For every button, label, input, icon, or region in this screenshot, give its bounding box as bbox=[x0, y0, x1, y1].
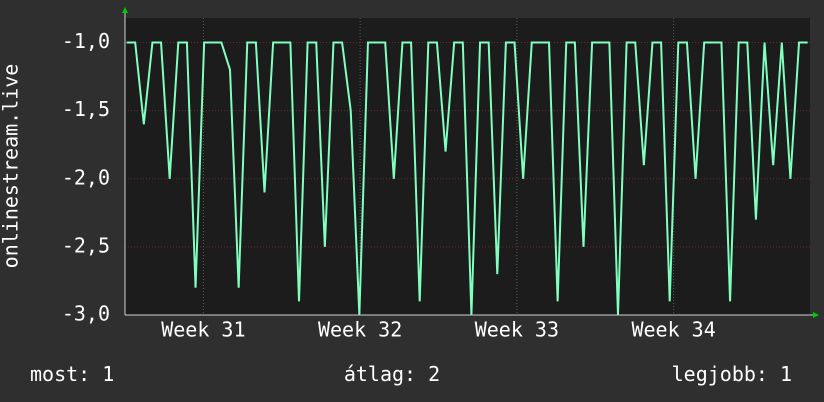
plot bbox=[126, 41, 808, 316]
stat: legjobb: 1 bbox=[672, 362, 792, 386]
stats: most: 1 átlag: 2 legjobb: 1 bbox=[30, 362, 792, 386]
stat-label: átlag: bbox=[344, 362, 416, 386]
x-tick-label: Week 33 bbox=[475, 318, 559, 342]
y-tick-label: -1,0 bbox=[62, 29, 110, 53]
stat-label: legjobb: bbox=[672, 362, 768, 386]
x-tick-label: Week 32 bbox=[318, 318, 402, 342]
y-arrow bbox=[122, 7, 128, 13]
stat: átlag: 2 bbox=[344, 362, 440, 386]
x-tick-label: Week 31 bbox=[161, 318, 245, 342]
y-axis-label: onlinestream.live bbox=[0, 64, 23, 269]
line bbox=[126, 41, 808, 316]
x-arrow bbox=[813, 312, 819, 318]
stat-value: 1 bbox=[102, 362, 114, 386]
y-tick-label: -2,0 bbox=[62, 165, 110, 189]
x-tick-label: Week 34 bbox=[631, 318, 715, 342]
y-tick-label: -3,0 bbox=[62, 302, 110, 326]
y-tick-label: -1,5 bbox=[62, 97, 110, 121]
stat-value: 2 bbox=[428, 362, 440, 386]
stat-value: 1 bbox=[780, 362, 792, 386]
stat: most: 1 bbox=[30, 362, 114, 386]
stat-label: most: bbox=[30, 362, 90, 386]
y-tick-label: -2,5 bbox=[62, 233, 110, 257]
